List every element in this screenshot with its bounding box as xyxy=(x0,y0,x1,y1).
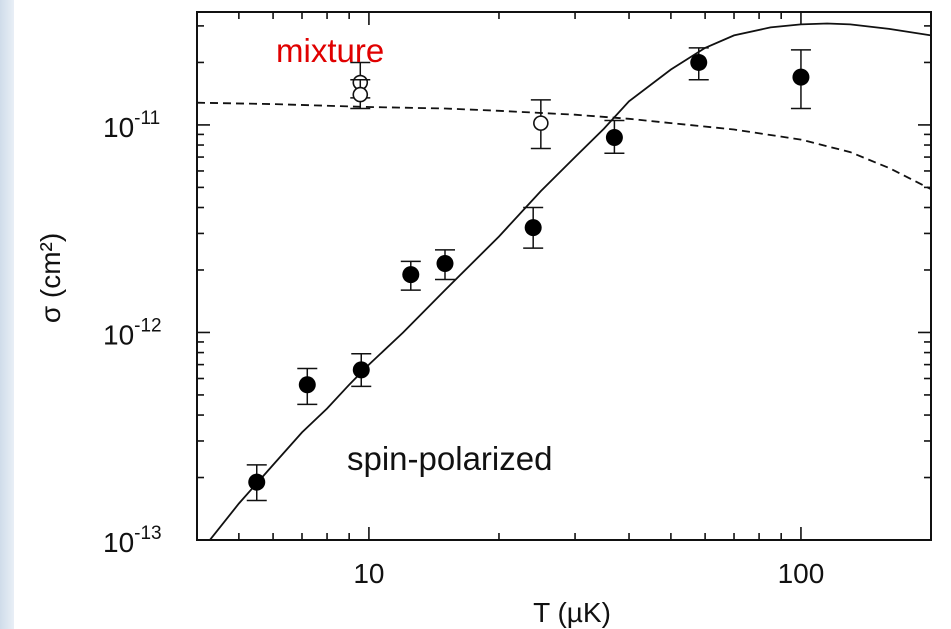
data-points xyxy=(246,47,811,502)
data-point-filled xyxy=(436,254,454,272)
dashed-curve xyxy=(197,101,931,191)
mixture-label: mixture xyxy=(276,32,384,69)
axis-ticks xyxy=(196,12,932,541)
y-tick-label: 10-13 xyxy=(103,523,162,558)
y-tick-label: 10-11 xyxy=(103,108,160,143)
y-tick-label: 10-12 xyxy=(103,315,162,350)
data-point-open xyxy=(533,115,549,131)
data-point-filled xyxy=(524,219,542,237)
data-point-filled xyxy=(792,68,810,86)
x-tick-label: 100 xyxy=(778,558,825,589)
solid-curve xyxy=(208,22,931,540)
data-point-filled xyxy=(298,376,316,394)
data-point-filled xyxy=(605,128,623,146)
data-point-filled xyxy=(248,473,266,491)
model-curves xyxy=(197,22,931,540)
slide-side-strip xyxy=(0,0,14,629)
data-point-filled xyxy=(352,361,370,379)
x-axis-label: T (µK) xyxy=(533,597,611,628)
data-point-filled xyxy=(690,53,708,71)
data-point-open xyxy=(352,86,369,103)
y-axis-label: σ (cm²) xyxy=(35,233,66,323)
tick-labels: 10 100 10-13 10-12 10-11 xyxy=(103,108,824,589)
x-tick-label: 10 xyxy=(353,558,384,589)
spin-polarized-label: spin-polarized xyxy=(347,440,552,477)
plot-frame xyxy=(196,11,932,541)
data-point-filled xyxy=(402,266,420,284)
